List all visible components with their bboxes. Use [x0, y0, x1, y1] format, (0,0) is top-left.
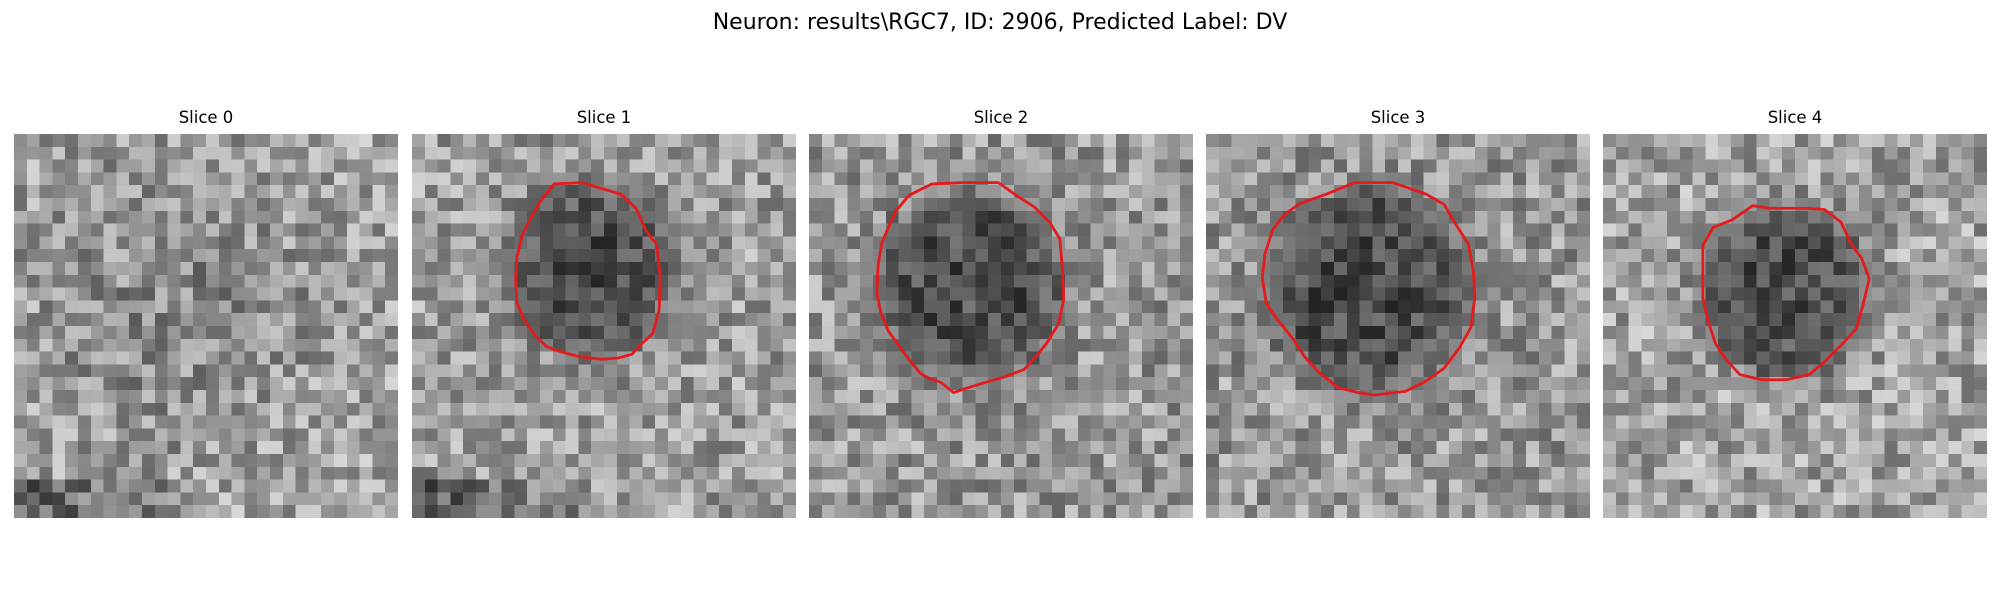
slice-image [14, 134, 398, 518]
slice-panel-2: Slice 2 [809, 108, 1193, 518]
segmentation-contour [1260, 181, 1477, 397]
slice-panel-3: Slice 3 [1206, 108, 1590, 518]
slice-title: Slice 3 [1370, 108, 1426, 127]
slice-title: Slice 0 [178, 108, 234, 127]
segmentation-contour [1701, 204, 1871, 382]
slice-image [809, 134, 1193, 518]
slice-panel-0: Slice 0 [14, 108, 398, 518]
slice-image [1206, 134, 1590, 518]
slice-image [1603, 134, 1987, 518]
slice-title: Slice 2 [973, 108, 1029, 127]
slice-panel-4: Slice 4 [1603, 108, 1987, 518]
segmentation-contour [875, 181, 1066, 395]
slice-title: Slice 1 [576, 108, 632, 127]
slice-title: Slice 4 [1767, 108, 1823, 127]
figure-title: Neuron: results\RGC7, ID: 2906, Predicte… [712, 10, 1288, 35]
segmentation-contour [514, 181, 662, 361]
slice-panel-1: Slice 1 [412, 108, 796, 518]
slice-image [412, 134, 796, 518]
